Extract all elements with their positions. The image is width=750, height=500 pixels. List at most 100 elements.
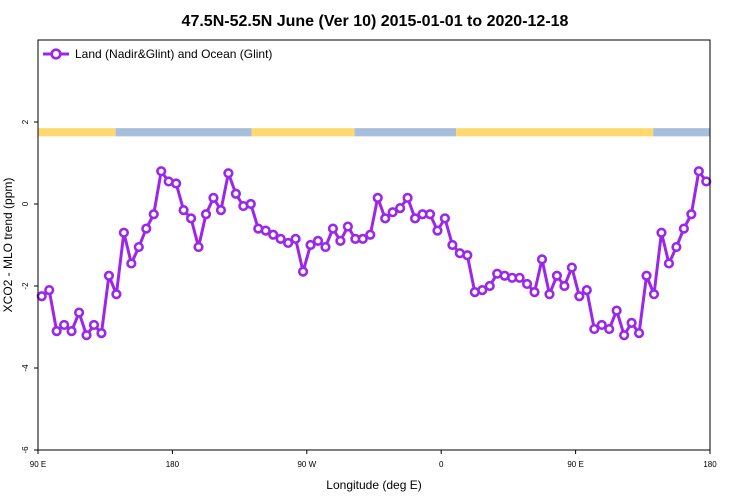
data-point bbox=[245, 198, 256, 210]
data-point bbox=[290, 233, 301, 244]
data-point bbox=[477, 285, 488, 296]
data-point bbox=[88, 319, 100, 331]
y-tick-label: 0 bbox=[21, 201, 30, 206]
data-point bbox=[66, 326, 77, 337]
data-point bbox=[260, 225, 271, 236]
data-point bbox=[656, 227, 667, 238]
data-point bbox=[171, 178, 182, 189]
y-tick-label: -2 bbox=[21, 282, 30, 290]
data-point bbox=[671, 241, 682, 253]
band-land-segment bbox=[38, 128, 116, 137]
data-point bbox=[432, 225, 443, 236]
data-point bbox=[268, 229, 279, 240]
data-point bbox=[223, 168, 234, 179]
data-point bbox=[208, 192, 219, 203]
data-point bbox=[439, 213, 451, 224]
data-point bbox=[409, 213, 421, 224]
data-point bbox=[335, 235, 346, 246]
data-point bbox=[581, 285, 592, 296]
data-point bbox=[148, 209, 159, 220]
x-tick-label: 0 bbox=[439, 460, 444, 469]
x-axis-label: Longitude (deg E) bbox=[326, 478, 421, 492]
chart-title: 47.5N-52.5N June (Ver 10) 2015-01-01 to … bbox=[182, 13, 569, 30]
data-point bbox=[59, 319, 70, 331]
plot-area-frame bbox=[37, 39, 711, 451]
data-point bbox=[611, 305, 622, 316]
data-point bbox=[521, 278, 533, 290]
x-tick-label: 90 E bbox=[567, 460, 583, 469]
data-point bbox=[387, 207, 398, 218]
data-point bbox=[283, 237, 294, 249]
data-point bbox=[693, 166, 704, 177]
band-ocean-segment bbox=[115, 128, 252, 137]
data-point bbox=[312, 235, 324, 246]
data-point bbox=[357, 233, 368, 244]
data-point bbox=[678, 223, 689, 234]
band-land-segment bbox=[251, 128, 355, 137]
y-tick-label: 2 bbox=[21, 119, 30, 124]
data-point bbox=[73, 307, 85, 318]
data-point bbox=[126, 258, 137, 269]
data-point bbox=[402, 192, 413, 203]
data-point bbox=[230, 188, 241, 199]
y-axis-label: XCO2 - MLO trend (ppm) bbox=[1, 178, 15, 313]
band-ocean-segment bbox=[354, 128, 457, 137]
data-point bbox=[51, 326, 62, 337]
data-point bbox=[342, 221, 353, 232]
series-layer bbox=[36, 166, 712, 341]
x-tick-label: 90 W bbox=[297, 460, 316, 469]
data-point bbox=[141, 223, 152, 234]
data-point bbox=[178, 205, 189, 216]
data-point bbox=[44, 285, 55, 296]
land-ocean-band bbox=[38, 128, 710, 137]
data-point bbox=[686, 209, 697, 220]
x-tick-label: 180 bbox=[703, 460, 717, 469]
data-point bbox=[133, 241, 144, 253]
data-point bbox=[275, 233, 286, 244]
data-point bbox=[305, 239, 316, 251]
band-land-segment bbox=[456, 128, 654, 137]
legend: Land (Nadir&Glint) and Ocean (Glint) bbox=[43, 47, 272, 61]
data-point bbox=[193, 241, 204, 253]
data-point bbox=[327, 223, 339, 234]
data-point bbox=[380, 213, 391, 224]
data-point bbox=[320, 241, 331, 253]
data-point bbox=[633, 328, 645, 339]
x-axis: 90 E 180 90 W 0 90 E 180 bbox=[30, 450, 717, 469]
data-point bbox=[559, 280, 570, 292]
data-point bbox=[156, 166, 167, 177]
data-point bbox=[641, 270, 652, 281]
band-ocean-segment bbox=[653, 128, 710, 137]
data-point bbox=[626, 317, 637, 329]
data-point bbox=[118, 227, 129, 238]
data-point bbox=[514, 272, 525, 283]
data-point bbox=[424, 209, 436, 220]
data-point bbox=[372, 192, 383, 203]
data-point bbox=[185, 213, 197, 224]
data-point bbox=[96, 328, 107, 339]
data-point bbox=[36, 291, 47, 302]
y-tick-label: -4 bbox=[21, 364, 30, 372]
data-point bbox=[589, 323, 600, 335]
y-axis: -6 -4 -2 0 2 bbox=[21, 119, 38, 454]
data-point bbox=[544, 289, 555, 300]
data-point bbox=[297, 266, 309, 277]
data-point bbox=[215, 205, 227, 216]
y-tick-label: -6 bbox=[21, 446, 30, 454]
data-point bbox=[484, 280, 495, 292]
data-point bbox=[701, 176, 712, 187]
x-tick-label: 90 E bbox=[30, 460, 46, 469]
legend-marker bbox=[50, 48, 62, 60]
data-point bbox=[111, 289, 122, 300]
data-point bbox=[596, 319, 607, 331]
data-point bbox=[200, 209, 212, 220]
data-point bbox=[551, 270, 563, 281]
data-point bbox=[619, 330, 630, 341]
data-point bbox=[462, 250, 473, 261]
data-point bbox=[447, 239, 458, 251]
data-point bbox=[536, 254, 548, 265]
data-point bbox=[529, 287, 540, 298]
data-point bbox=[395, 203, 406, 214]
